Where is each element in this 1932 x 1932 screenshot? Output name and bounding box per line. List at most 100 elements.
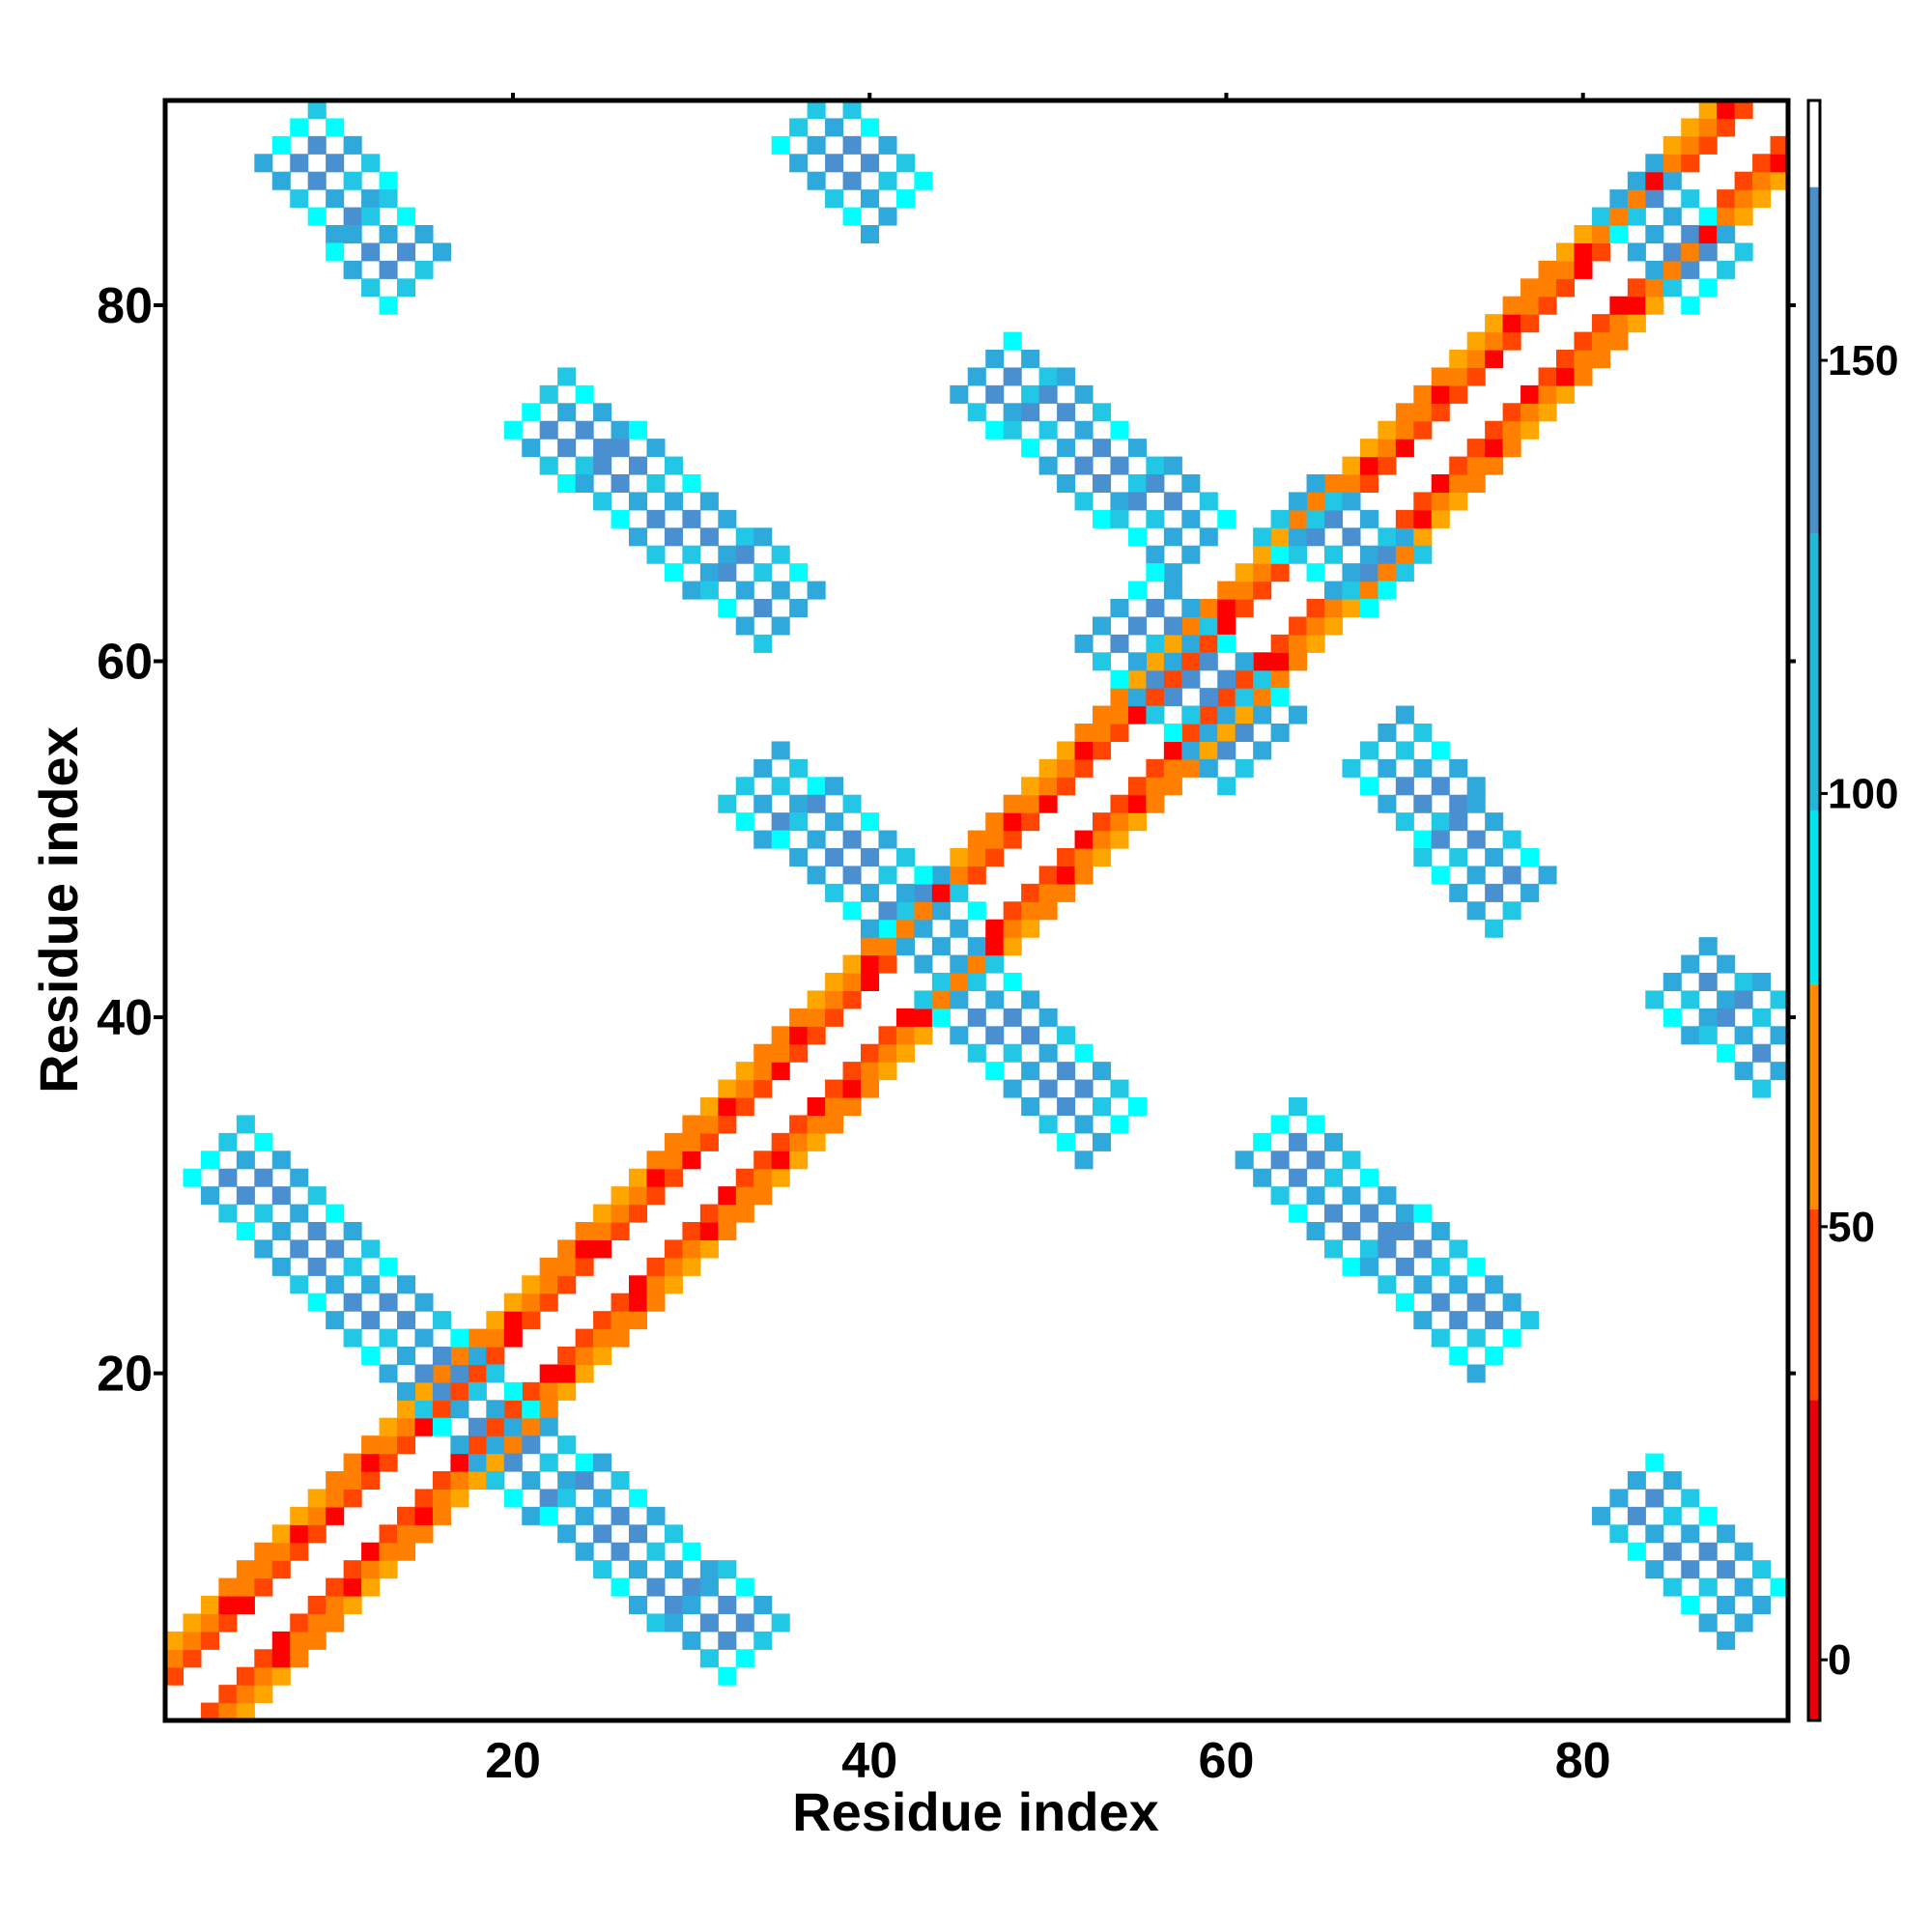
heatmap-cell — [1003, 973, 1022, 992]
heatmap-cell — [789, 1008, 809, 1027]
heatmap-cell — [771, 1132, 790, 1151]
heatmap-cell — [1752, 1079, 1772, 1098]
heatmap-cell — [1093, 403, 1112, 422]
heatmap-cell — [1698, 207, 1718, 226]
heatmap-cell — [1127, 794, 1147, 813]
heatmap-cell — [682, 1596, 701, 1615]
heatmap-cell — [593, 1328, 612, 1348]
heatmap-cell — [1074, 1151, 1094, 1170]
heatmap-cell — [397, 242, 416, 262]
heatmap-cell — [629, 1524, 648, 1544]
heatmap-cell — [861, 1043, 880, 1063]
heatmap-cell — [1413, 1239, 1433, 1259]
heatmap-cell — [1466, 830, 1486, 849]
heatmap-cell — [1127, 581, 1147, 600]
heatmap-cell — [735, 527, 754, 547]
heatmap-cell — [807, 866, 826, 885]
heatmap-cell — [682, 545, 701, 564]
heatmap-cell — [861, 919, 880, 938]
heatmap-cell — [664, 527, 683, 547]
heatmap-cell — [646, 439, 666, 458]
heatmap-cell — [1395, 420, 1414, 440]
heatmap-cell — [1093, 1062, 1112, 1081]
heatmap-cell — [789, 599, 809, 618]
heatmap-cell — [1270, 563, 1290, 582]
heatmap-cell — [1199, 527, 1218, 547]
heatmap-cell — [450, 1347, 469, 1366]
heatmap-cell — [1556, 242, 1576, 262]
colorbar: 0 50 100 150 — [1806, 99, 1898, 1722]
heatmap-cell — [1395, 812, 1414, 832]
heatmap-cell — [236, 1666, 255, 1686]
heatmap-cell — [1324, 599, 1344, 618]
heatmap-cell — [1681, 296, 1700, 315]
heatmap-cell — [290, 1631, 309, 1650]
heatmap-cell — [218, 1577, 238, 1597]
heatmap-cell — [1591, 331, 1610, 351]
heatmap-cell — [1003, 1079, 1022, 1098]
heatmap-cell — [1662, 260, 1682, 279]
heatmap-cell — [1591, 314, 1610, 333]
heatmap-cell — [789, 812, 809, 832]
heatmap-cell — [1199, 758, 1218, 778]
heatmap-cell — [967, 1043, 986, 1063]
heatmap-cell — [1609, 207, 1629, 226]
heatmap-cell — [1289, 509, 1308, 528]
heatmap-cell — [682, 1115, 701, 1134]
heatmap-cell — [753, 1062, 773, 1081]
heatmap-cell — [682, 1222, 701, 1241]
heatmap-cell — [1306, 527, 1325, 547]
heatmap-cell — [1359, 1168, 1378, 1187]
heatmap-cell — [307, 1257, 327, 1276]
heatmap-cell — [753, 634, 773, 653]
heatmap-cell — [271, 1649, 291, 1668]
heatmap-cell — [682, 1132, 701, 1151]
heatmap-cell — [1466, 456, 1486, 475]
heatmap-cell — [343, 260, 362, 279]
heatmap-cell — [1270, 1186, 1290, 1206]
heatmap-cell — [450, 1400, 469, 1419]
heatmap-cell — [254, 1239, 273, 1259]
heatmap-cell — [699, 527, 719, 547]
heatmap-cell — [611, 1328, 630, 1348]
heatmap-cell — [1003, 1043, 1022, 1063]
heatmap-cell — [271, 1222, 291, 1241]
heatmap-cell — [1717, 260, 1736, 279]
heatmap-cell — [575, 474, 594, 494]
heatmap-cell — [1342, 563, 1361, 582]
heatmap-cell — [878, 830, 897, 849]
heatmap-cell — [1734, 242, 1753, 262]
heatmap-cell — [861, 812, 880, 832]
heatmap-cell — [326, 1577, 345, 1597]
heatmap-cell — [522, 1417, 541, 1436]
heatmap-cell — [361, 1347, 381, 1366]
heatmap-cell — [1645, 1560, 1664, 1579]
heatmap-cell — [842, 973, 862, 992]
heatmap-cell — [1057, 1062, 1076, 1081]
heatmap-cell — [1093, 439, 1112, 458]
heatmap-cell — [183, 1168, 202, 1187]
heatmap-cell — [878, 171, 897, 190]
heatmap-cell — [503, 1417, 523, 1436]
heatmap-cell — [1110, 669, 1129, 689]
heatmap-cell — [735, 545, 754, 564]
heatmap-cell — [1662, 135, 1682, 155]
heatmap-cell — [807, 777, 826, 796]
heatmap-cell — [307, 100, 327, 120]
heatmap-cell — [1074, 848, 1094, 867]
heatmap-cell — [326, 1239, 345, 1259]
heatmap-cell — [1199, 741, 1218, 760]
heatmap-cell — [1431, 830, 1450, 849]
heatmap-cell — [1378, 420, 1397, 440]
heatmap-cell — [1574, 350, 1593, 369]
heatmap-cell — [1752, 189, 1772, 209]
heatmap-cell — [1146, 688, 1165, 707]
heatmap-cell — [1127, 527, 1147, 547]
heatmap-cell — [486, 1400, 505, 1419]
heatmap-cell — [290, 1649, 309, 1668]
heatmap-cell — [1591, 242, 1610, 262]
heatmap-cell — [254, 1542, 273, 1561]
heatmap-cell — [593, 1311, 612, 1330]
heatmap-cell — [1485, 1275, 1504, 1294]
heatmap-cell — [967, 901, 986, 921]
